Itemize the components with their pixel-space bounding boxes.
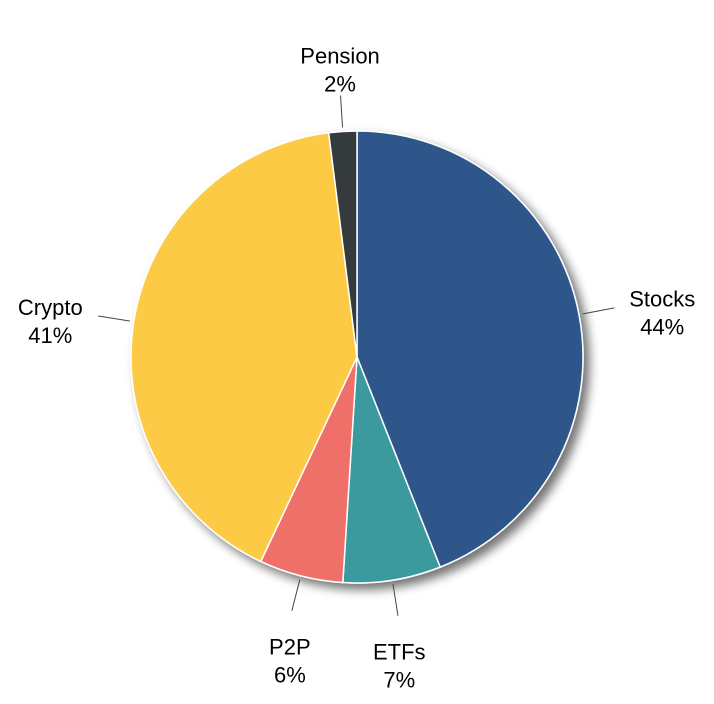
leader-line-etfs (392, 584, 399, 616)
slice-percent-etfs: 7% (383, 668, 415, 693)
pie-slice-pension (327, 130, 358, 358)
slice-percent-crypto: 41% (28, 323, 72, 348)
leader-lines (98, 95, 615, 616)
slice-label-crypto: Crypto (18, 295, 83, 320)
slice-label-pension: Pension (300, 44, 380, 69)
pie-slice-stocks (356, 130, 584, 569)
slice-label-p2p: P2P (269, 635, 311, 660)
pie-slices (130, 130, 584, 584)
leader-line-p2p (291, 579, 301, 611)
leader-line-crypto (98, 315, 130, 322)
slice-percent-stocks: 44% (640, 314, 684, 339)
slice-labels: Stocks 44% ETFs 7% P2P 6% Crypto 41% Pension 2% (18, 44, 695, 693)
leader-line-pension (340, 95, 344, 128)
leader-line-stocks (582, 307, 615, 315)
pie-slice-crypto (130, 131, 358, 563)
slice-percent-pension: 2% (324, 72, 356, 97)
slice-percent-p2p: 6% (274, 663, 306, 688)
slice-label-etfs: ETFs (373, 640, 426, 665)
slice-label-stocks: Stocks (629, 286, 695, 311)
